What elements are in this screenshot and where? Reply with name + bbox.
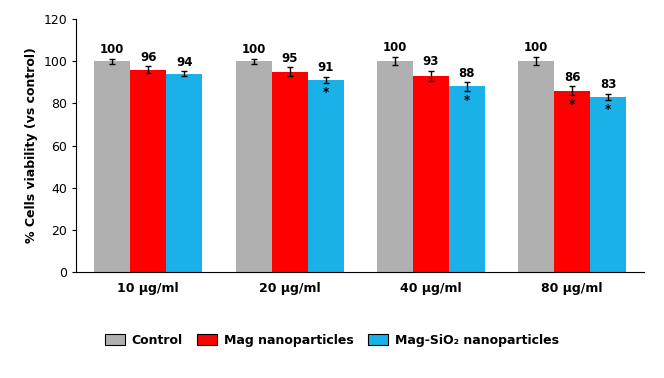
Text: *: * bbox=[323, 87, 329, 99]
Bar bbox=[449, 87, 485, 272]
Text: 100: 100 bbox=[382, 41, 407, 54]
Text: 100: 100 bbox=[242, 43, 266, 56]
Bar bbox=[130, 70, 166, 272]
Text: 100: 100 bbox=[100, 43, 125, 56]
Bar bbox=[413, 76, 449, 272]
Text: 96: 96 bbox=[140, 51, 157, 64]
Bar bbox=[272, 72, 307, 272]
Bar bbox=[94, 61, 130, 272]
Text: 94: 94 bbox=[176, 56, 193, 69]
Text: *: * bbox=[569, 98, 575, 111]
Bar bbox=[307, 80, 343, 272]
Bar bbox=[590, 97, 626, 272]
Bar bbox=[377, 61, 413, 272]
Text: 88: 88 bbox=[459, 67, 475, 80]
Text: 95: 95 bbox=[282, 52, 298, 65]
Text: 93: 93 bbox=[423, 55, 439, 68]
Legend: Control, Mag nanoparticles, Mag-SiO₂ nanoparticles: Control, Mag nanoparticles, Mag-SiO₂ nan… bbox=[100, 329, 564, 352]
Text: 86: 86 bbox=[564, 71, 580, 84]
Y-axis label: % Cells viability (vs control): % Cells viability (vs control) bbox=[25, 48, 38, 243]
Text: *: * bbox=[463, 94, 470, 107]
Text: 83: 83 bbox=[600, 78, 616, 91]
Text: 100: 100 bbox=[524, 41, 548, 54]
Bar bbox=[166, 74, 203, 272]
Text: *: * bbox=[605, 103, 612, 116]
Bar bbox=[236, 61, 272, 272]
Bar bbox=[518, 61, 554, 272]
Bar bbox=[554, 91, 590, 272]
Text: 91: 91 bbox=[317, 61, 334, 74]
